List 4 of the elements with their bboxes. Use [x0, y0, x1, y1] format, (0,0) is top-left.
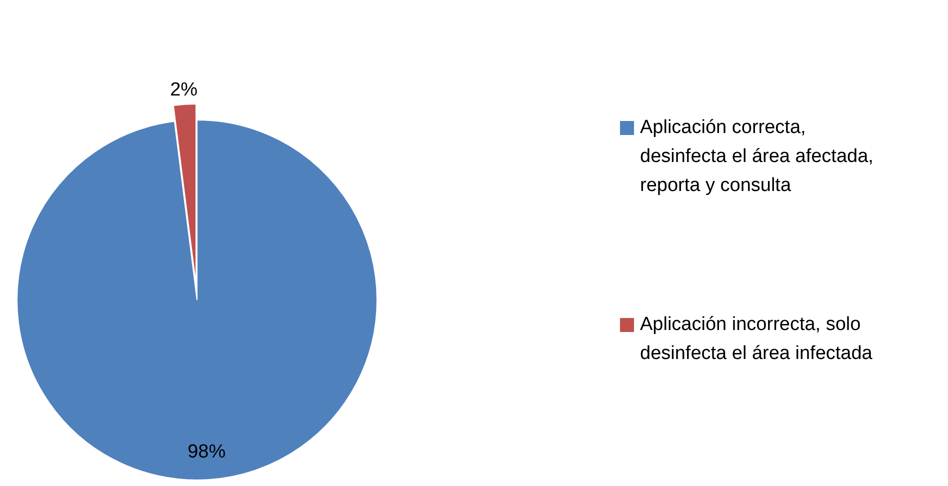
legend-label: Aplicación incorrecta, solo desinfecta el área infectada — [640, 314, 873, 364]
legend-label: Aplicación correcta, desinfecta el área afectada, reporta y consulta — [640, 117, 874, 196]
data-label: 98% — [188, 442, 226, 463]
data-label: 2% — [170, 79, 198, 100]
